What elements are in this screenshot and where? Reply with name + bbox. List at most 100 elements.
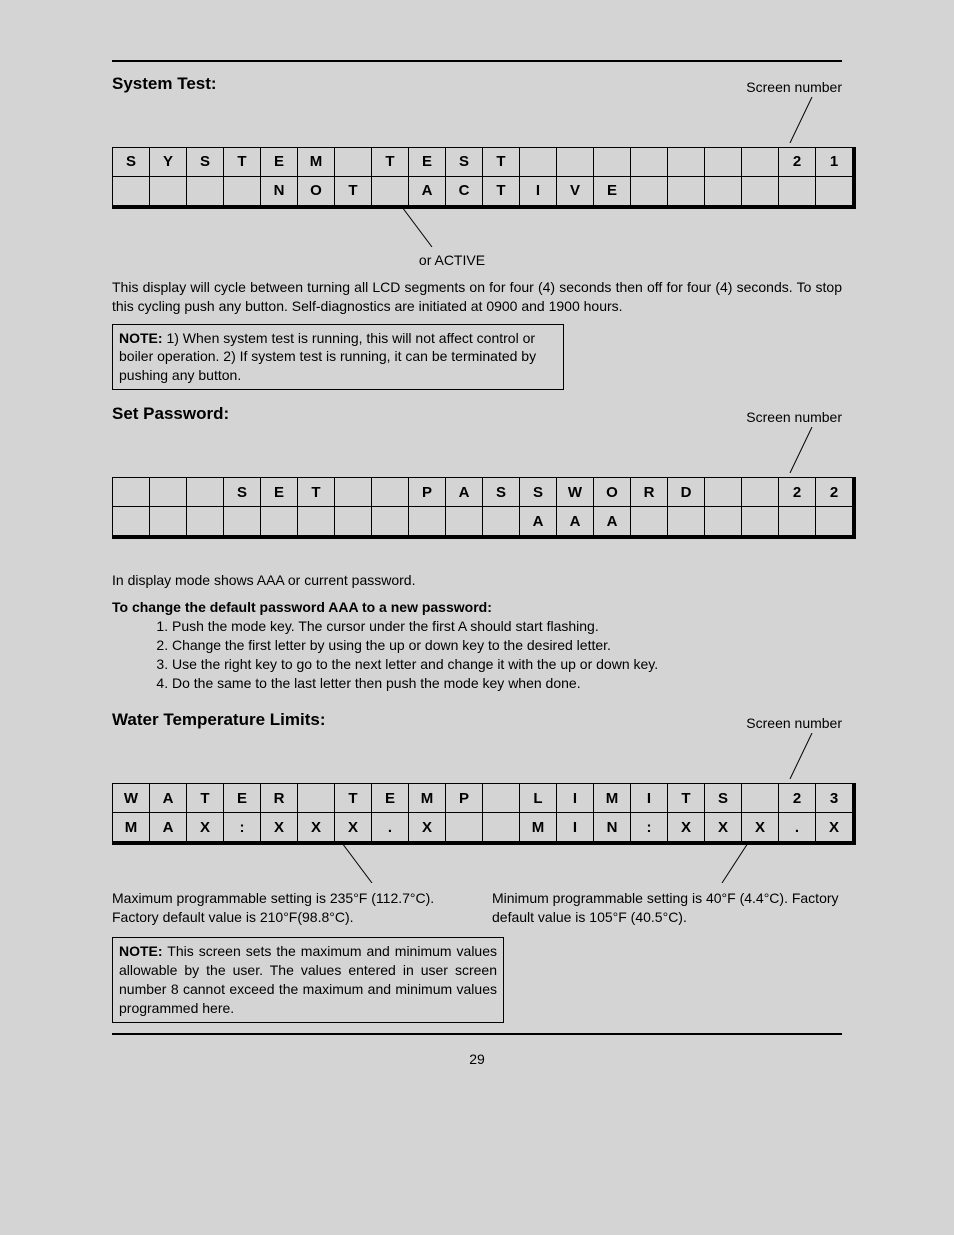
lcd-cell: X	[261, 813, 298, 844]
lcd-cell: X	[705, 813, 742, 844]
lcd-cell	[705, 507, 742, 538]
screen-number-label-1: Screen number	[112, 78, 842, 97]
lcd-cell: 2	[779, 147, 816, 176]
lcd-cell	[298, 784, 335, 813]
lcd-cell: M	[113, 813, 150, 844]
lcd-cell	[409, 507, 446, 538]
lcd-cell: X	[742, 813, 779, 844]
lcd-grid-system-test: SYSTEMTEST21 NOTACTIVE	[112, 147, 856, 209]
lcd-cell	[779, 507, 816, 538]
lcd-cell	[520, 147, 557, 176]
shadow-bar-2	[112, 537, 842, 543]
lcd-cell: X	[187, 813, 224, 844]
page-number: 29	[112, 1051, 842, 1067]
lcd-cell: L	[520, 784, 557, 813]
lcd-cell	[631, 507, 668, 538]
lcd-cell: X	[816, 813, 855, 844]
lcd-cell: E	[409, 147, 446, 176]
lcd-cell	[446, 813, 483, 844]
pointer-top-right-1	[112, 97, 842, 143]
lcd-cell: S	[520, 478, 557, 507]
lcd-cell	[483, 813, 520, 844]
lcd-cell	[594, 147, 631, 176]
lcd-cell	[705, 147, 742, 176]
lcd-cell	[779, 176, 816, 207]
step-2: Change the first letter by using the up …	[172, 636, 842, 655]
lcd-cell: O	[298, 176, 335, 207]
note-text-2: This screen sets the maximum and minimum…	[119, 943, 497, 1016]
top-rule	[112, 60, 842, 62]
lcd-cell	[150, 478, 187, 507]
lcd-cell: N	[261, 176, 298, 207]
lcd-cell: S	[113, 147, 150, 176]
lcd-cell: W	[113, 784, 150, 813]
lcd-cell	[705, 176, 742, 207]
lcd-cell	[631, 147, 668, 176]
lcd-cell	[668, 176, 705, 207]
step-4: Do the same to the last letter then push…	[172, 674, 842, 693]
system-test-description: This display will cycle between turning …	[112, 278, 842, 316]
lcd-cell: 2	[779, 784, 816, 813]
lcd-cell: T	[372, 147, 409, 176]
lcd-cell	[187, 507, 224, 538]
lcd-cell: C	[446, 176, 483, 207]
lcd-cell: A	[409, 176, 446, 207]
lcd-cell: T	[668, 784, 705, 813]
lcd-cell	[113, 507, 150, 538]
lcd-cell	[668, 147, 705, 176]
bottom-rule	[112, 1033, 842, 1035]
lcd-cell: N	[594, 813, 631, 844]
note-label: NOTE:	[119, 330, 163, 346]
lcd-cell: .	[779, 813, 816, 844]
note-box-system-test: NOTE: 1) When system test is running, th…	[112, 324, 564, 391]
lcd-grid-water-temp: WATERTEMPLIMITS23 MAX:XXX.XMIN:XXX.X	[112, 783, 856, 845]
lcd-cell	[631, 176, 668, 207]
lcd-cell: M	[409, 784, 446, 813]
set-password-description: In display mode shows AAA or current pas…	[112, 571, 842, 590]
note-text-1: 1) When system test is running, this wil…	[119, 330, 536, 384]
lcd-cell: T	[335, 784, 372, 813]
lcd-grid-set-password: SETPASSWORD22 AAA	[112, 477, 856, 539]
lcd-cell: T	[298, 478, 335, 507]
pointer-bottom-3	[112, 843, 842, 883]
lcd-cell	[187, 478, 224, 507]
pointer-center-1	[112, 207, 842, 247]
water-temp-right: Minimum programmable setting is 40°F (4.…	[492, 889, 842, 927]
lcd-cell: :	[224, 813, 261, 844]
lcd-cell: S	[705, 784, 742, 813]
lcd-cell: T	[335, 176, 372, 207]
step-1: Push the mode key. The cursor under the …	[172, 617, 842, 636]
lcd-cell: E	[594, 176, 631, 207]
lcd-cell: E	[372, 784, 409, 813]
lcd-cell: 3	[816, 784, 855, 813]
lcd-cell: S	[446, 147, 483, 176]
lcd-cell	[705, 478, 742, 507]
lcd-cell: D	[668, 478, 705, 507]
lcd-cell: I	[557, 784, 594, 813]
set-password-subtitle: To change the default password AAA to a …	[112, 599, 492, 615]
lcd-cell: S	[483, 478, 520, 507]
or-active-annotation: or ACTIVE	[62, 251, 842, 270]
lcd-cell: M	[594, 784, 631, 813]
pointer-top-right-2	[112, 427, 842, 473]
lcd-cell	[742, 784, 779, 813]
lcd-cell	[261, 507, 298, 538]
lcd-cell	[742, 478, 779, 507]
lcd-cell	[298, 507, 335, 538]
lcd-cell	[150, 176, 187, 207]
lcd-cell: A	[594, 507, 631, 538]
lcd-cell: S	[224, 478, 261, 507]
lcd-cell: A	[150, 813, 187, 844]
lcd-cell: Y	[150, 147, 187, 176]
water-temp-left: Maximum programmable setting is 235°F (1…	[112, 889, 462, 927]
lcd-cell: R	[261, 784, 298, 813]
lcd-cell: E	[261, 478, 298, 507]
water-temp-columns: Maximum programmable setting is 235°F (1…	[112, 889, 842, 927]
lcd-cell	[224, 176, 261, 207]
lcd-cell: X	[668, 813, 705, 844]
lcd-cell	[335, 478, 372, 507]
lcd-cell: X	[409, 813, 446, 844]
note-label-2: NOTE:	[119, 943, 163, 959]
lcd-cell: M	[298, 147, 335, 176]
lcd-cell: I	[520, 176, 557, 207]
